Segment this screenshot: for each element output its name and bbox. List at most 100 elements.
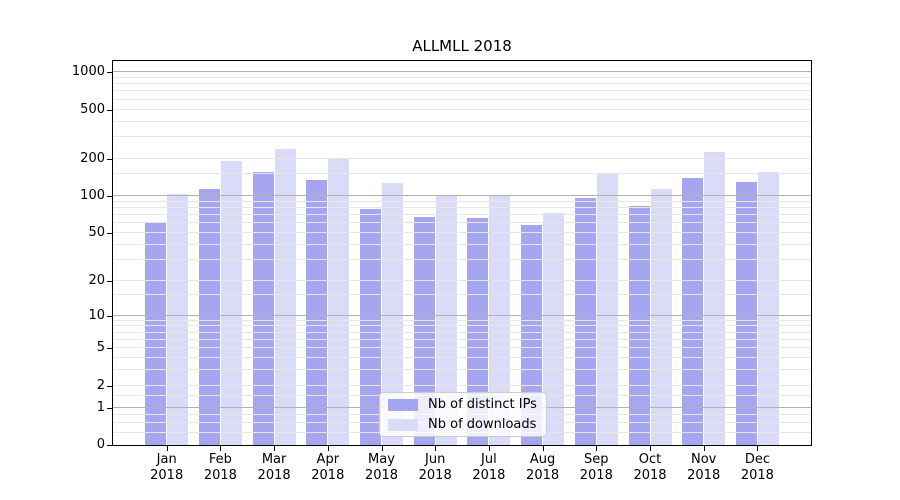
legend-row-downloads: Nb of downloads xyxy=(388,417,538,432)
y-tick-label-20: 20 xyxy=(88,272,105,288)
legend-swatch-downloads xyxy=(388,418,418,431)
bar-apr-downloads xyxy=(328,157,350,445)
y-tick-label-10: 10 xyxy=(88,307,105,323)
x-tick-label-apr: Apr 2018 xyxy=(311,452,345,483)
bar-apr-distinct-ips xyxy=(306,179,328,445)
bar-dec-downloads xyxy=(757,172,779,445)
x-tick-mark-jun xyxy=(435,446,437,451)
x-tick-mark-nov xyxy=(703,446,705,451)
gridline-y-90 xyxy=(113,200,811,202)
gridline-y-150 xyxy=(113,173,811,175)
y-tick-mark-5 xyxy=(107,348,112,350)
x-tick-label-jul: Jul 2018 xyxy=(472,452,506,483)
x-tick-mark-aug xyxy=(542,446,544,451)
gridline-y-50 xyxy=(113,231,811,233)
x-tick-mark-feb xyxy=(220,446,222,451)
x-tick-label-feb: Feb 2018 xyxy=(203,452,237,483)
gridline-y-300 xyxy=(113,136,811,138)
y-tick-label-5: 5 xyxy=(96,340,105,356)
grid-layer xyxy=(113,61,811,445)
bar-sep-downloads xyxy=(596,173,618,445)
y-tick-mark-500 xyxy=(107,109,112,111)
x-tick-label-oct: Oct 2018 xyxy=(633,452,667,483)
legend-swatch-distinct-ips xyxy=(388,398,418,411)
bar-jan-distinct-ips xyxy=(145,222,167,445)
gridline-y-7 xyxy=(113,331,811,333)
x-tick-label-dec: Dec 2018 xyxy=(740,452,774,483)
gridline-y-900 xyxy=(113,76,811,78)
bar-nov-downloads xyxy=(704,152,726,445)
gridline-y-60 xyxy=(113,222,811,224)
bar-mar-downloads xyxy=(274,149,296,445)
gridline-y-3 xyxy=(113,369,811,371)
legend-label-distinct-ips: Nb of distinct IPs xyxy=(428,397,537,412)
gridline-y-8 xyxy=(113,325,811,327)
y-tick-mark-1000 xyxy=(107,72,112,74)
y-tick-mark-10 xyxy=(107,315,112,317)
x-tick-mark-oct xyxy=(650,446,651,451)
chart-title: ALLMLL 2018 xyxy=(412,37,512,55)
y-tick-label-0: 0 xyxy=(96,437,105,452)
gridline-y-80 xyxy=(113,206,811,208)
gridline-y-15 xyxy=(113,294,811,296)
bar-mar-distinct-ips xyxy=(252,172,274,445)
x-tick-label-jan: Jan 2018 xyxy=(150,452,184,483)
y-tick-mark-100 xyxy=(107,195,112,197)
x-tick-label-sep: Sep 2018 xyxy=(579,452,613,483)
y-tick-mark-200 xyxy=(107,158,112,160)
x-tick-label-nov: Nov 2018 xyxy=(687,452,721,483)
gridline-y-200 xyxy=(113,157,811,159)
x-tick-mark-may xyxy=(381,446,383,451)
legend: Nb of distinct IPs Nb of downloads xyxy=(379,392,547,437)
y-tick-mark-0 xyxy=(107,445,112,446)
x-tick-label-may: May 2018 xyxy=(364,452,399,483)
bar-may-downloads xyxy=(382,182,403,445)
bar-feb-downloads xyxy=(220,160,242,445)
y-tick-mark-1 xyxy=(107,407,112,409)
gridline-y-30 xyxy=(113,258,811,260)
y-tick-label-500: 500 xyxy=(80,101,105,117)
gridline-y-20 xyxy=(113,279,811,281)
x-tick-label-mar: Mar 2018 xyxy=(257,452,291,483)
x-tick-mark-dec xyxy=(757,446,759,451)
gridline-y-500 xyxy=(113,108,811,110)
bar-feb-distinct-ips xyxy=(198,188,220,445)
legend-label-downloads: Nb of downloads xyxy=(428,417,537,432)
gridline-y-10 xyxy=(113,314,811,316)
legend-row-distinct-ips: Nb of distinct IPs xyxy=(388,397,538,412)
bar-nov-distinct-ips xyxy=(682,178,704,445)
y-tick-label-50: 50 xyxy=(88,224,105,240)
gridline-y-9 xyxy=(113,319,811,321)
y-tick-mark-2 xyxy=(107,385,112,387)
plot-area xyxy=(112,60,812,446)
y-tick-label-200: 200 xyxy=(80,150,105,166)
gridline-y-6 xyxy=(113,339,811,340)
y-tick-label-2: 2 xyxy=(96,377,105,393)
x-tick-mark-jan xyxy=(166,446,168,451)
y-tick-mark-20 xyxy=(107,280,112,282)
gridline-y-800 xyxy=(113,83,811,85)
y-tick-label-100: 100 xyxy=(80,187,105,203)
bar-jun-distinct-ips xyxy=(413,217,435,445)
bar-jul-distinct-ips xyxy=(467,218,489,445)
x-tick-mark-mar xyxy=(274,446,276,451)
gridline-y-70 xyxy=(113,214,811,215)
gridline-y-4 xyxy=(113,357,811,359)
gridline-y-40 xyxy=(113,243,811,245)
y-tick-label-1000: 1000 xyxy=(71,64,105,80)
x-tick-label-jun: Jun 2018 xyxy=(418,452,452,483)
bars-layer xyxy=(113,61,811,445)
gridline-y-1000 xyxy=(113,71,811,73)
x-tick-mark-apr xyxy=(327,446,329,451)
x-tick-label-aug: Aug 2018 xyxy=(526,452,560,483)
gridline-y-100 xyxy=(113,194,811,196)
bar-may-distinct-ips xyxy=(360,209,381,445)
bar-dec-distinct-ips xyxy=(735,182,757,445)
x-tick-mark-jul xyxy=(488,446,490,451)
bar-oct-downloads xyxy=(650,189,672,445)
y-tick-label-1: 1 xyxy=(96,399,105,415)
y-tick-mark-50 xyxy=(107,232,112,234)
x-tick-mark-sep xyxy=(596,446,598,451)
gridline-y-2 xyxy=(113,384,811,386)
